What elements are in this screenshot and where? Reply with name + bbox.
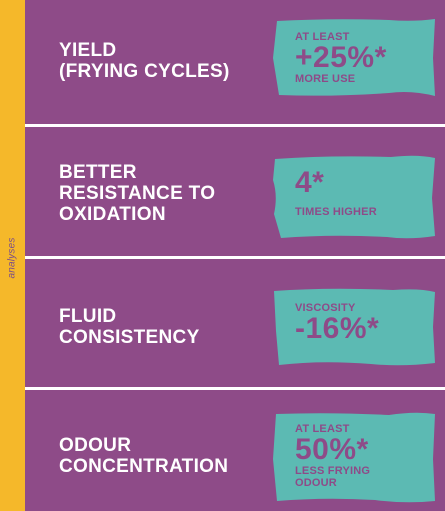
stat-badge: 4* TIMES HIGHER — [271, 154, 437, 240]
side-accent-strip: analyses — [0, 0, 25, 511]
badge-bottom-text: LESS FRYING — [295, 465, 371, 477]
badge-top-text: AT LEAST — [295, 423, 350, 435]
badge-top-text: AT LEAST — [295, 31, 350, 43]
badge-shape — [273, 412, 435, 503]
panel-oxidation: BETTER RESISTANCE TO OXIDATION 4* TIMES … — [25, 127, 445, 256]
title-line: ODOUR — [59, 435, 132, 456]
badge-shape — [273, 19, 435, 96]
stat-badge: AT LEAST 50%* LESS FRYING ODOUR — [271, 411, 437, 504]
badge-bottom-text: MORE USE — [295, 73, 356, 85]
panel-fluid-consistency: FLUID CONSISTENCY VISCOSITY -16%* — [25, 259, 445, 387]
panel-title: FLUID CONSISTENCY — [59, 306, 200, 348]
badge-bottom-text: TIMES HIGHER — [295, 206, 377, 218]
panel-yield: YIELD (FRYING CYCLES) AT LEAST +25%* MOR… — [25, 0, 445, 124]
stat-badge: AT LEAST +25%* MORE USE — [271, 18, 437, 98]
title-line: YIELD — [59, 40, 117, 61]
panel-title: ODOUR CONCENTRATION — [59, 435, 228, 477]
badge-shape — [274, 288, 435, 366]
title-line: FLUID — [59, 306, 117, 327]
panel-odour-concentration: ODOUR CONCENTRATION AT LEAST 50%* LESS F… — [25, 390, 445, 511]
stat-badge: VISCOSITY -16%* — [271, 287, 437, 367]
badge-bottom-text: ODOUR — [295, 477, 337, 489]
title-line: CONSISTENCY — [59, 327, 200, 348]
side-label: analyses — [6, 237, 18, 279]
title-line: OXIDATION — [59, 204, 166, 225]
title-line: BETTER — [59, 162, 137, 183]
badge-value: -16%* — [295, 312, 380, 345]
badge-top-text: VISCOSITY — [295, 302, 356, 314]
title-line: (FRYING CYCLES) — [59, 61, 230, 82]
badge-value: +25%* — [295, 41, 387, 74]
badge-value: 50%* — [295, 433, 369, 466]
panel-title: BETTER RESISTANCE TO OXIDATION — [59, 162, 215, 225]
panel-title: YIELD (FRYING CYCLES) — [59, 40, 230, 82]
title-line: CONCENTRATION — [59, 456, 229, 477]
title-line: RESISTANCE TO — [59, 183, 216, 204]
badge-value: 4* — [295, 166, 325, 199]
badge-shape — [273, 155, 435, 239]
